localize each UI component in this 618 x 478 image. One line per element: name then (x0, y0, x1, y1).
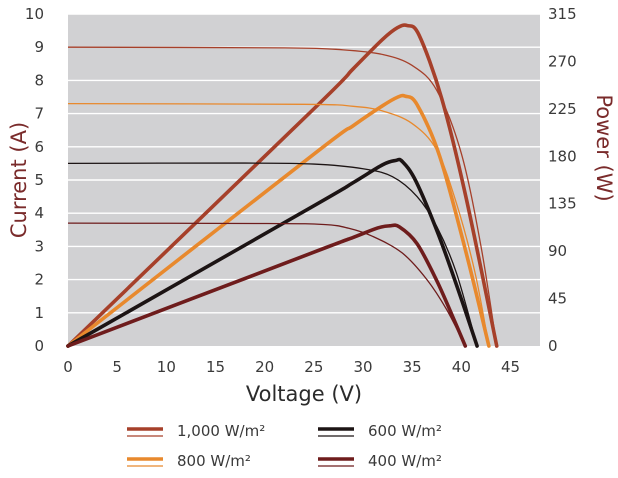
curves (66, 23, 499, 348)
right-y-tick-label: 315 (548, 5, 577, 23)
left-y-tick-label: 6 (34, 138, 44, 156)
right-y-tick-label: 180 (548, 147, 577, 165)
left-y-tick-label: 7 (34, 105, 44, 123)
x-tick-label: 15 (206, 358, 225, 376)
power-curve-600-w-m (66, 157, 479, 348)
left-y-tick-label: 2 (34, 271, 44, 289)
x-tick-label: 30 (353, 358, 372, 376)
x-tick-label: 10 (157, 358, 176, 376)
power-curve-1-000-w-m (66, 23, 499, 348)
x-tick-label: 45 (501, 358, 520, 376)
legend-label: 1,000 W/m² (177, 422, 265, 440)
x-tick-label: 40 (452, 358, 471, 376)
legend-label: 600 W/m² (368, 422, 442, 440)
left-y-tick-label: 1 (34, 304, 44, 322)
left-y-tick-label: 8 (34, 71, 44, 89)
x-axis-title: Voltage (V) (246, 382, 362, 406)
x-tick-label: 35 (403, 358, 422, 376)
current-curve-600-w-m (67, 162, 478, 347)
legend-label: 400 W/m² (368, 452, 442, 470)
x-tick-label: 20 (255, 358, 274, 376)
legend-label: 800 W/m² (177, 452, 251, 470)
legend-item: 600 W/m² (318, 422, 442, 440)
tick-labels: 0 5 10 15 20 25 30 35 40 450123456789100459013518… (25, 5, 577, 376)
current-curve-1-000-w-m (67, 46, 498, 347)
legend: 1,000 W/m² 800 W/m² 600 W/m² 400 W/m² (127, 422, 442, 470)
x-tick-label: 25 (304, 358, 323, 376)
x-tick-label: 5 (112, 358, 122, 376)
legend-item: 800 W/m² (127, 452, 251, 470)
left-y-tick-label: 9 (34, 38, 44, 56)
left-y-tick-label: 10 (25, 5, 44, 23)
right-y-tick-label: 270 (548, 52, 577, 70)
left-y-tick-label: 5 (34, 171, 44, 189)
left-axis-title: Current (A) (7, 122, 31, 238)
power-curve-800-w-m (66, 93, 491, 348)
left-y-tick-label: 4 (34, 204, 44, 222)
right-y-tick-label: 45 (548, 290, 567, 308)
right-y-tick-label: 90 (548, 242, 567, 260)
left-y-tick-label: 0 (34, 337, 44, 355)
right-y-tick-label: 225 (548, 100, 577, 118)
legend-item: 1,000 W/m² (127, 422, 265, 440)
left-y-tick-label: 3 (34, 237, 44, 255)
right-axis-title: Power (W) (592, 94, 616, 201)
current-curve-800-w-m (67, 102, 490, 347)
legend-item: 400 W/m² (318, 452, 442, 470)
right-y-tick-label: 135 (548, 195, 577, 213)
x-tick-label: 0 (63, 358, 73, 376)
power-curve-400-w-m (66, 223, 468, 348)
right-y-tick-label: 0 (548, 337, 558, 355)
